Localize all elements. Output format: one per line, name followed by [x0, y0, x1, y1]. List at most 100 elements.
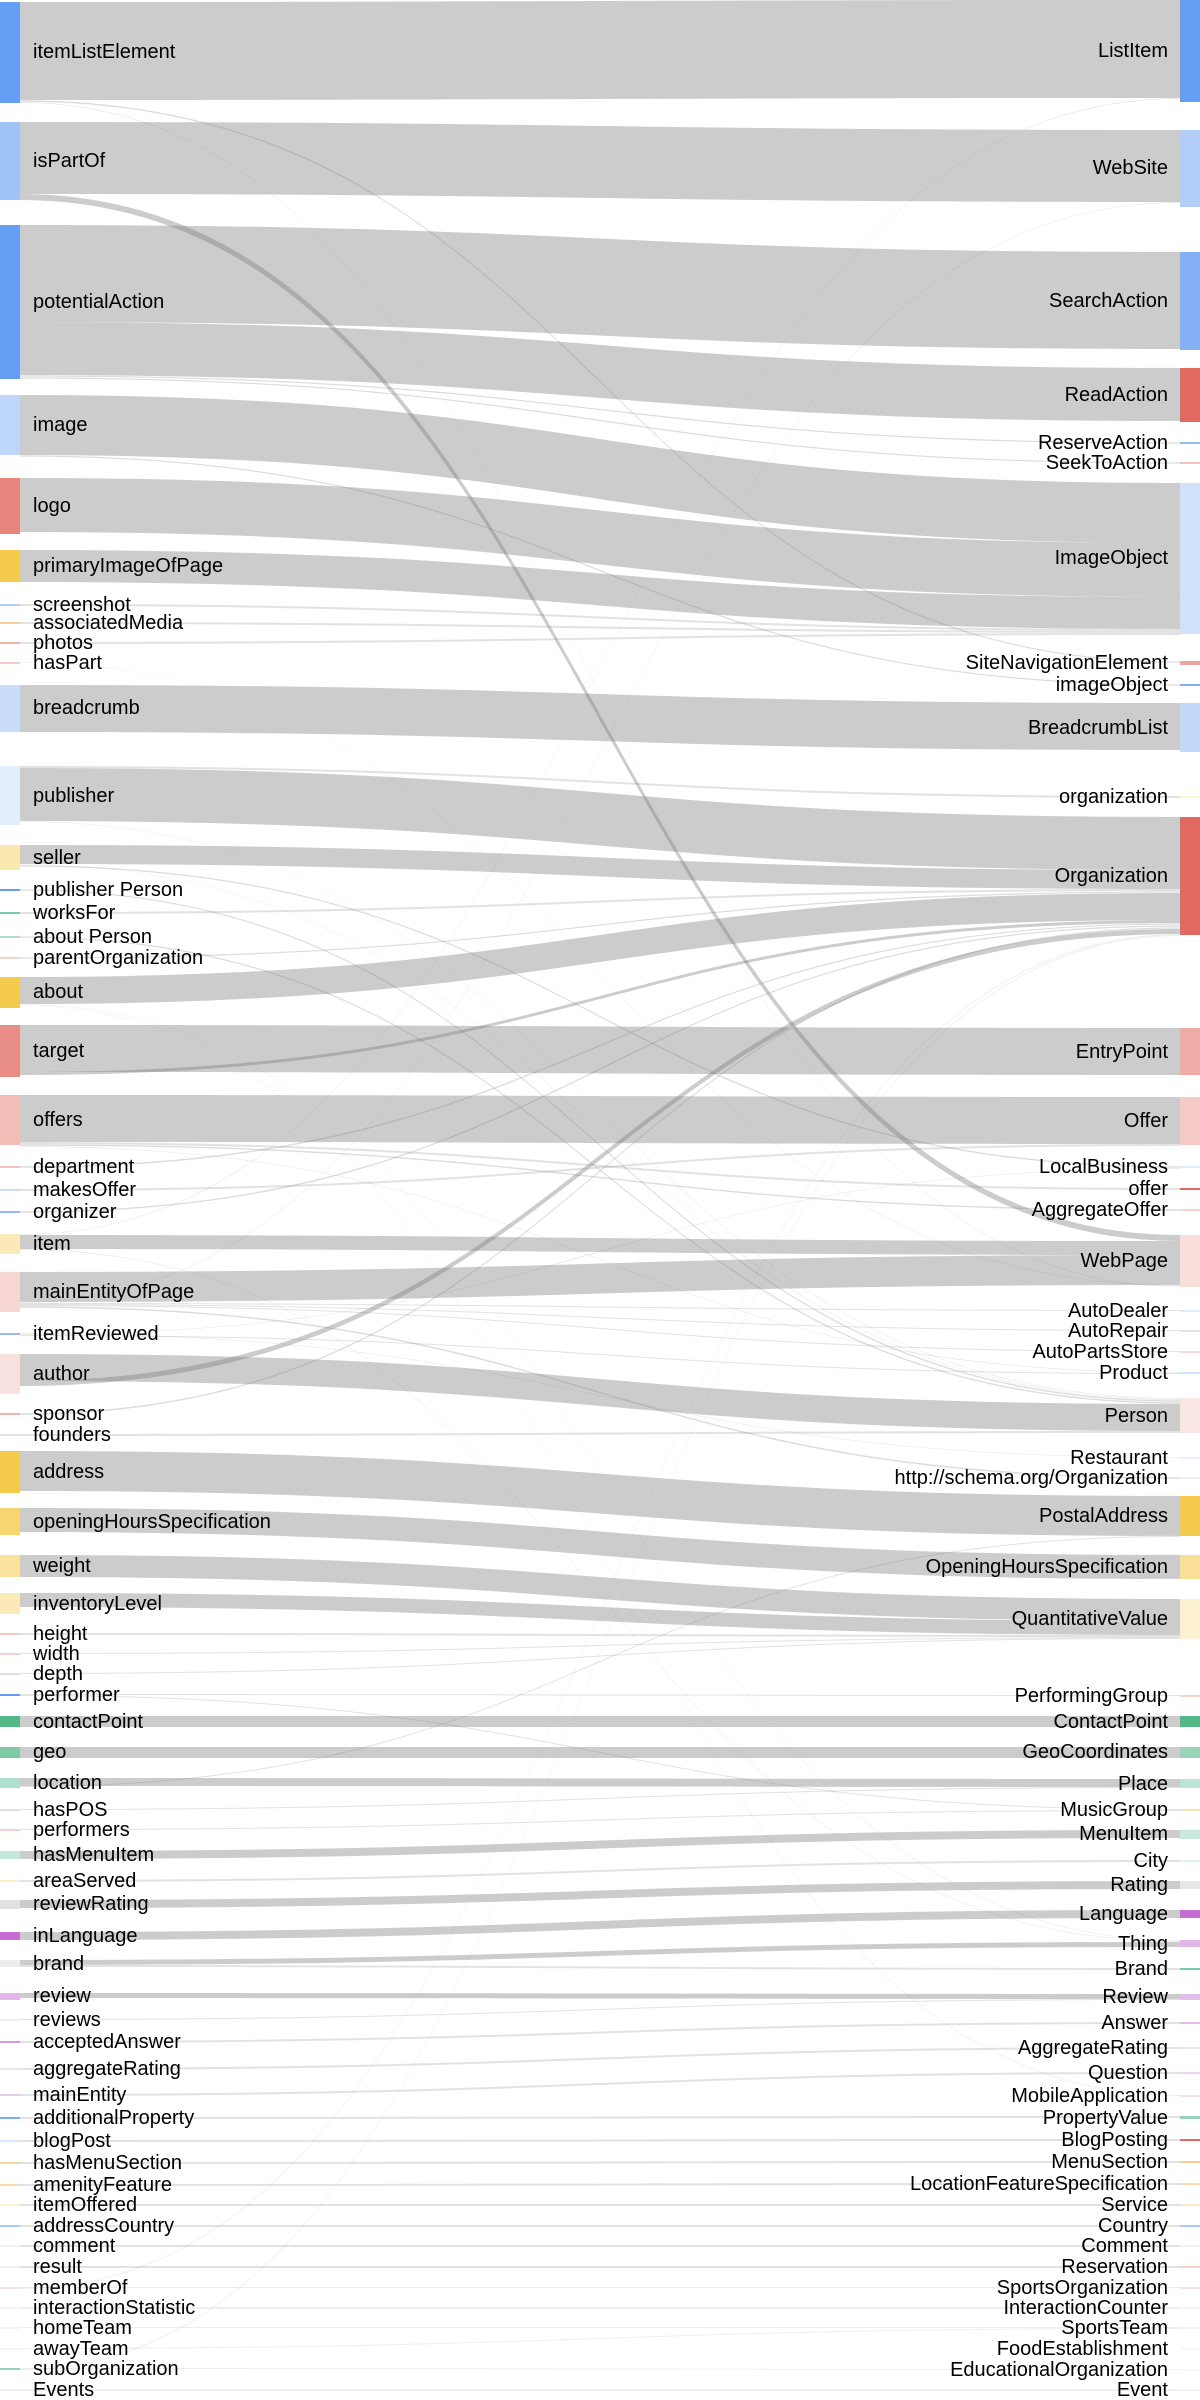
svg-text:SportsOrganization: SportsOrganization [997, 2277, 1168, 2299]
svg-text:imageObject: imageObject [1056, 674, 1169, 696]
svg-text:hasPart: hasPart [33, 652, 102, 674]
svg-text:contactPoint: contactPoint [33, 1711, 144, 1733]
svg-text:Product: Product [1099, 1362, 1168, 1384]
svg-text:hasMenuSection: hasMenuSection [33, 2152, 182, 2174]
svg-text:WebSite: WebSite [1093, 157, 1168, 179]
svg-text:item: item [33, 1233, 71, 1255]
svg-text:AutoPartsStore: AutoPartsStore [1032, 1341, 1168, 1363]
svg-text:Offer: Offer [1124, 1110, 1168, 1132]
svg-text:Event: Event [1117, 2379, 1169, 2400]
svg-text:homeTeam: homeTeam [33, 2317, 132, 2339]
svg-text:organizer: organizer [33, 1201, 117, 1223]
svg-text:PerformingGroup: PerformingGroup [1015, 1685, 1168, 1707]
svg-text:SiteNavigationElement: SiteNavigationElement [966, 652, 1169, 674]
svg-text:comment: comment [33, 2235, 116, 2257]
svg-text:performers: performers [33, 1819, 130, 1841]
svg-text:ReadAction: ReadAction [1065, 384, 1168, 406]
svg-text:MusicGroup: MusicGroup [1060, 1799, 1168, 1821]
svg-text:Events: Events [33, 2379, 94, 2400]
svg-text:worksFor: worksFor [32, 902, 116, 924]
svg-text:location: location [33, 1772, 102, 1794]
svg-text:OpeningHoursSpecification: OpeningHoursSpecification [926, 1556, 1168, 1578]
svg-text:Rating: Rating [1110, 1874, 1168, 1896]
svg-text:Restaurant: Restaurant [1070, 1447, 1168, 1469]
svg-text:address: address [33, 1461, 104, 1483]
svg-text:itemOffered: itemOffered [33, 2194, 137, 2216]
svg-text:AutoRepair: AutoRepair [1068, 1320, 1168, 1342]
svg-text:Comment: Comment [1081, 2235, 1168, 2257]
svg-text:reviews: reviews [33, 2009, 101, 2031]
svg-text:subOrganization: subOrganization [33, 2358, 179, 2380]
svg-text:itemReviewed: itemReviewed [33, 1323, 159, 1345]
svg-text:Review: Review [1102, 1986, 1168, 2008]
svg-text:weight: weight [32, 1555, 91, 1577]
svg-text:http://schema.org/Organization: http://schema.org/Organization [895, 1467, 1168, 1489]
svg-text:MobileApplication: MobileApplication [1011, 2085, 1168, 2107]
svg-text:author: author [33, 1363, 90, 1385]
svg-text:primaryImageOfPage: primaryImageOfPage [33, 555, 223, 577]
svg-text:interactionStatistic: interactionStatistic [33, 2297, 195, 2319]
svg-text:aggregateRating: aggregateRating [33, 2058, 181, 2080]
svg-text:geo: geo [33, 1741, 66, 1763]
svg-text:organization: organization [1059, 786, 1168, 808]
svg-text:City: City [1134, 1850, 1168, 1872]
svg-text:EducationalOrganization: EducationalOrganization [950, 2359, 1168, 2381]
svg-text:inventoryLevel: inventoryLevel [33, 1593, 162, 1615]
svg-text:Language: Language [1079, 1903, 1168, 1925]
svg-text:ListItem: ListItem [1098, 40, 1168, 62]
svg-text:inLanguage: inLanguage [33, 1925, 138, 1947]
svg-text:PostalAddress: PostalAddress [1039, 1505, 1168, 1527]
svg-text:openingHoursSpecification: openingHoursSpecification [33, 1511, 271, 1533]
svg-text:breadcrumb: breadcrumb [33, 697, 140, 719]
svg-text:amenityFeature: amenityFeature [33, 2174, 172, 2196]
svg-text:awayTeam: awayTeam [33, 2338, 129, 2360]
svg-text:hasPOS: hasPOS [33, 1799, 107, 1821]
svg-text:PropertyValue: PropertyValue [1043, 2107, 1168, 2129]
svg-text:founders: founders [33, 1424, 111, 1446]
svg-text:SportsTeam: SportsTeam [1061, 2317, 1168, 2339]
svg-text:review: review [33, 1985, 91, 2007]
svg-text:acceptedAnswer: acceptedAnswer [33, 2031, 181, 2053]
svg-text:photos: photos [33, 632, 93, 654]
svg-text:image: image [33, 414, 87, 436]
svg-text:InteractionCounter: InteractionCounter [1003, 2297, 1168, 2319]
svg-text:additionalProperty: additionalProperty [33, 2107, 194, 2129]
svg-text:seller: seller [33, 847, 81, 869]
svg-text:Country: Country [1098, 2215, 1168, 2237]
svg-text:ContactPoint: ContactPoint [1053, 1711, 1168, 1733]
svg-text:mainEntity: mainEntity [33, 2084, 126, 2106]
svg-text:FoodEstablishment: FoodEstablishment [997, 2338, 1169, 2360]
svg-text:Place: Place [1118, 1773, 1168, 1795]
svg-text:result: result [33, 2256, 82, 2278]
svg-text:QuantitativeValue: QuantitativeValue [1012, 1608, 1168, 1630]
svg-text:offer: offer [1128, 1178, 1168, 1200]
svg-text:publisher Person: publisher Person [33, 879, 183, 901]
svg-text:addressCountry: addressCountry [33, 2215, 174, 2237]
svg-text:SeekToAction: SeekToAction [1046, 452, 1168, 474]
svg-text:itemListElement: itemListElement [33, 41, 176, 63]
svg-text:Person: Person [1105, 1405, 1168, 1427]
svg-text:Organization: Organization [1055, 865, 1168, 887]
svg-text:depth: depth [33, 1663, 83, 1685]
svg-text:Brand: Brand [1115, 1958, 1168, 1980]
svg-text:brand: brand [33, 1953, 84, 1975]
svg-text:LocalBusiness: LocalBusiness [1039, 1156, 1168, 1178]
svg-text:logo: logo [33, 495, 71, 517]
svg-text:Question: Question [1088, 2062, 1168, 2084]
svg-text:BreadcrumbList: BreadcrumbList [1028, 717, 1169, 739]
svg-text:performer: performer [33, 1684, 120, 1706]
svg-text:potentialAction: potentialAction [33, 291, 164, 313]
svg-text:hasMenuItem: hasMenuItem [33, 1844, 154, 1866]
svg-text:ImageObject: ImageObject [1055, 547, 1169, 569]
svg-text:parentOrganization: parentOrganization [33, 947, 203, 969]
svg-text:AggregateOffer: AggregateOffer [1032, 1199, 1169, 1221]
svg-text:about: about [33, 981, 83, 1003]
svg-text:ReserveAction: ReserveAction [1038, 432, 1168, 454]
svg-text:mainEntityOfPage: mainEntityOfPage [33, 1281, 194, 1303]
svg-text:MenuItem: MenuItem [1079, 1823, 1168, 1845]
svg-text:AggregateRating: AggregateRating [1018, 2037, 1168, 2059]
svg-text:height: height [33, 1623, 88, 1645]
svg-text:AutoDealer: AutoDealer [1068, 1300, 1168, 1322]
svg-text:makesOffer: makesOffer [33, 1179, 136, 1201]
svg-text:about Person: about Person [33, 926, 152, 948]
